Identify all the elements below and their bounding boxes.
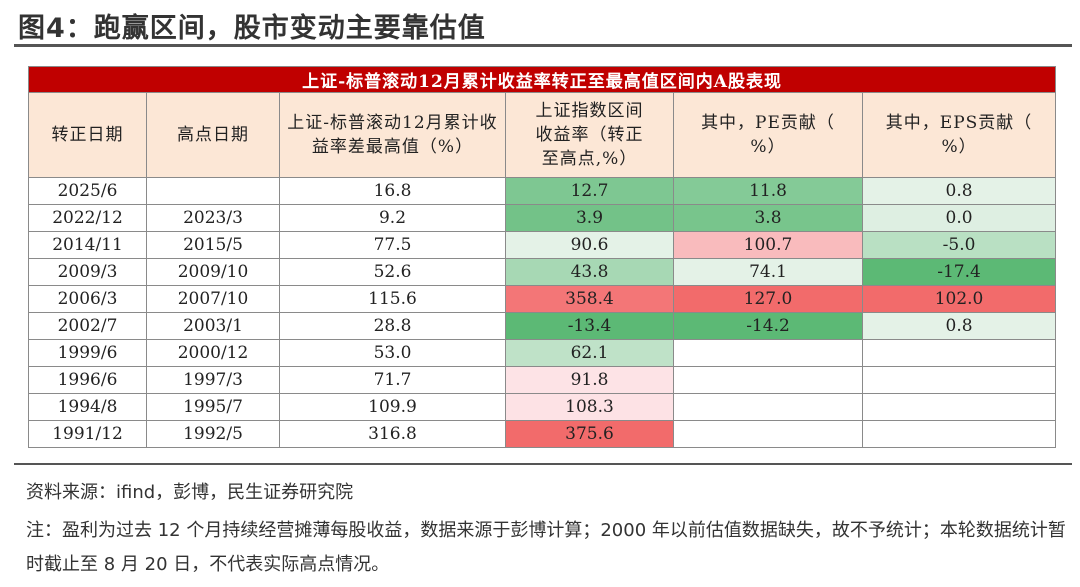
pe-contribution-cell: 100.7 — [673, 231, 863, 259]
table-row: 2022/12 2023/3 9.2 3.9 3.8 0.0 — [28, 204, 1057, 232]
peak-date-cell: 2009/10 — [146, 258, 280, 286]
eps-contribution-cell — [861, 393, 1057, 421]
table-row: 1991/12 1992/5 316.8 375.6 — [28, 420, 1057, 448]
table-row: 2014/11 2015/5 77.5 90.6 100.7 -5.0 — [28, 231, 1057, 259]
table-row: 1994/8 1995/7 109.9 108.3 — [28, 393, 1057, 421]
eps-contribution-cell: -5.0 — [861, 231, 1057, 259]
start-date-cell: 1991/12 — [28, 420, 147, 448]
eps-contribution-cell: -17.4 — [861, 258, 1057, 286]
pe-contribution-cell — [673, 366, 863, 394]
index-return-cell: -13.4 — [505, 312, 674, 340]
peak-date-cell: 2000/12 — [146, 339, 280, 367]
eps-contribution-cell — [861, 420, 1057, 448]
max-spread-cell: 71.7 — [279, 366, 506, 394]
eps-contribution-cell: 0.8 — [861, 312, 1057, 340]
eps-contribution-cell: 0.0 — [861, 204, 1057, 232]
pe-contribution-cell: -14.2 — [673, 312, 863, 340]
max-spread-cell: 109.9 — [279, 393, 506, 421]
start-date-cell: 2014/11 — [28, 231, 147, 259]
peak-date-cell: 1992/5 — [146, 420, 280, 448]
bottom-divider — [14, 463, 1072, 465]
table-row: 2009/3 2009/10 52.6 43.8 74.1 -17.4 — [28, 258, 1057, 286]
peak-date-cell: 1995/7 — [146, 393, 280, 421]
start-date-cell: 2025/6 — [28, 177, 147, 205]
table-row: 2006/3 2007/10 115.6 358.4 127.0 102.0 — [28, 285, 1057, 313]
footnote: 注：盈利为过去 12 个月持续经营摊薄每股收益，数据来源于彭博计算；2000 年… — [26, 520, 1066, 575]
start-date-cell: 1994/8 — [28, 393, 147, 421]
table-body: 2025/6 16.8 12.7 11.8 0.8 2022/12 2023/3 9.2 3.9… — [28, 177, 1057, 448]
index-return-cell: 43.8 — [505, 258, 674, 286]
index-return-cell: 62.1 — [505, 339, 674, 367]
header-start-date: 转正日期 — [28, 92, 147, 178]
table-row: 2002/7 2003/1 28.8 -13.4 -14.2 0.8 — [28, 312, 1057, 340]
max-spread-cell: 16.8 — [279, 177, 506, 205]
peak-date-cell: 2003/1 — [146, 312, 280, 340]
header-index-return: 上证指数区间 收益率（转正 至高点,%） — [505, 92, 674, 178]
index-return-cell: 91.8 — [505, 366, 674, 394]
title-divider — [14, 44, 1072, 47]
source-note: 资料来源：ifind，彭博，民生证券研究院 — [26, 482, 354, 503]
table-banner: 上证-标普滚动12月累计收益率转正至最高值区间内A股表现 — [27, 66, 1057, 93]
index-return-cell: 358.4 — [505, 285, 674, 313]
max-spread-cell: 52.6 — [279, 258, 506, 286]
pe-contribution-cell — [673, 420, 863, 448]
start-date-cell: 2006/3 — [28, 285, 147, 313]
max-spread-cell: 316.8 — [279, 420, 506, 448]
figure-title: 图4：跑赢区间，股市变动主要靠估值 — [18, 13, 486, 44]
pe-contribution-cell: 127.0 — [673, 285, 863, 313]
start-date-cell: 2022/12 — [28, 204, 147, 232]
header-pe-contribution: 其中，PE贡献（%） — [673, 92, 863, 178]
pe-contribution-cell: 11.8 — [673, 177, 863, 205]
header-max-spread: 上证-标普滚动12月累计收 益率差最高值（%） — [279, 92, 506, 178]
start-date-cell: 1996/6 — [28, 366, 147, 394]
index-return-cell: 108.3 — [505, 393, 674, 421]
returns-table: 上证-标普滚动12月累计收益率转正至最高值区间内A股表现 转正日期 高点日期 上… — [27, 66, 1057, 448]
index-return-cell: 12.7 — [505, 177, 674, 205]
peak-date-cell — [146, 177, 280, 205]
peak-date-cell: 1997/3 — [146, 366, 280, 394]
peak-date-cell: 2023/3 — [146, 204, 280, 232]
table-row: 2025/6 16.8 12.7 11.8 0.8 — [28, 177, 1057, 205]
max-spread-cell: 28.8 — [279, 312, 506, 340]
pe-contribution-cell — [673, 339, 863, 367]
eps-contribution-cell: 102.0 — [861, 285, 1057, 313]
index-return-cell: 90.6 — [505, 231, 674, 259]
start-date-cell: 1999/6 — [28, 339, 147, 367]
table-row: 1999/6 2000/12 53.0 62.1 — [28, 339, 1057, 367]
peak-date-cell: 2015/5 — [146, 231, 280, 259]
max-spread-cell: 115.6 — [279, 285, 506, 313]
eps-contribution-cell: 0.8 — [861, 177, 1057, 205]
eps-contribution-cell — [861, 339, 1057, 367]
start-date-cell: 2009/3 — [28, 258, 147, 286]
pe-contribution-cell — [673, 393, 863, 421]
start-date-cell: 2002/7 — [28, 312, 147, 340]
pe-contribution-cell: 3.8 — [673, 204, 863, 232]
index-return-cell: 3.9 — [505, 204, 674, 232]
max-spread-cell: 77.5 — [279, 231, 506, 259]
header-eps-contribution: 其中，EPS贡献（%） — [861, 92, 1057, 178]
max-spread-cell: 53.0 — [279, 339, 506, 367]
header-peak-date: 高点日期 — [146, 92, 280, 178]
eps-contribution-cell — [861, 366, 1057, 394]
pe-contribution-cell: 74.1 — [673, 258, 863, 286]
peak-date-cell: 2007/10 — [146, 285, 280, 313]
table-row: 1996/6 1997/3 71.7 91.8 — [28, 366, 1057, 394]
max-spread-cell: 9.2 — [279, 204, 506, 232]
index-return-cell: 375.6 — [505, 420, 674, 448]
